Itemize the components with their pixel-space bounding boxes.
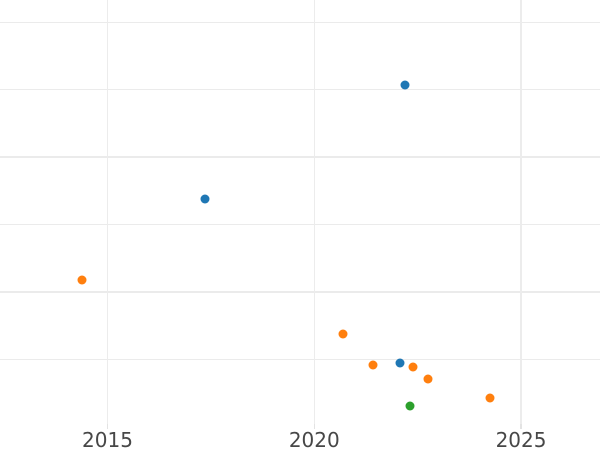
orange-series-point [485, 393, 495, 403]
orange-series-point [423, 374, 433, 384]
plot-area [0, 0, 600, 424]
y-gridline [0, 156, 600, 158]
orange-series-point [77, 275, 87, 285]
blue-series-point [400, 80, 410, 90]
x-tick-label: 2015 [82, 428, 133, 450]
y-gridline [0, 358, 600, 361]
y-gridline [0, 291, 600, 293]
orange-series-point [408, 362, 418, 372]
y-gridline [0, 21, 600, 23]
x-tick-mark [106, 424, 109, 429]
x-gridline [520, 0, 522, 424]
x-gridline [313, 0, 316, 424]
x-tick-label: 2025 [495, 428, 547, 450]
blue-series-point [395, 358, 405, 368]
green-series-point [405, 401, 415, 411]
x-tick-label: 2020 [288, 428, 340, 450]
y-gridline [0, 88, 600, 91]
x-gridline [106, 0, 109, 424]
y-gridline [0, 223, 600, 226]
orange-series-point [368, 360, 378, 370]
x-tick-mark [520, 424, 522, 429]
blue-series-point [200, 194, 210, 204]
orange-series-point [338, 329, 348, 339]
x-tick-mark [313, 424, 316, 429]
